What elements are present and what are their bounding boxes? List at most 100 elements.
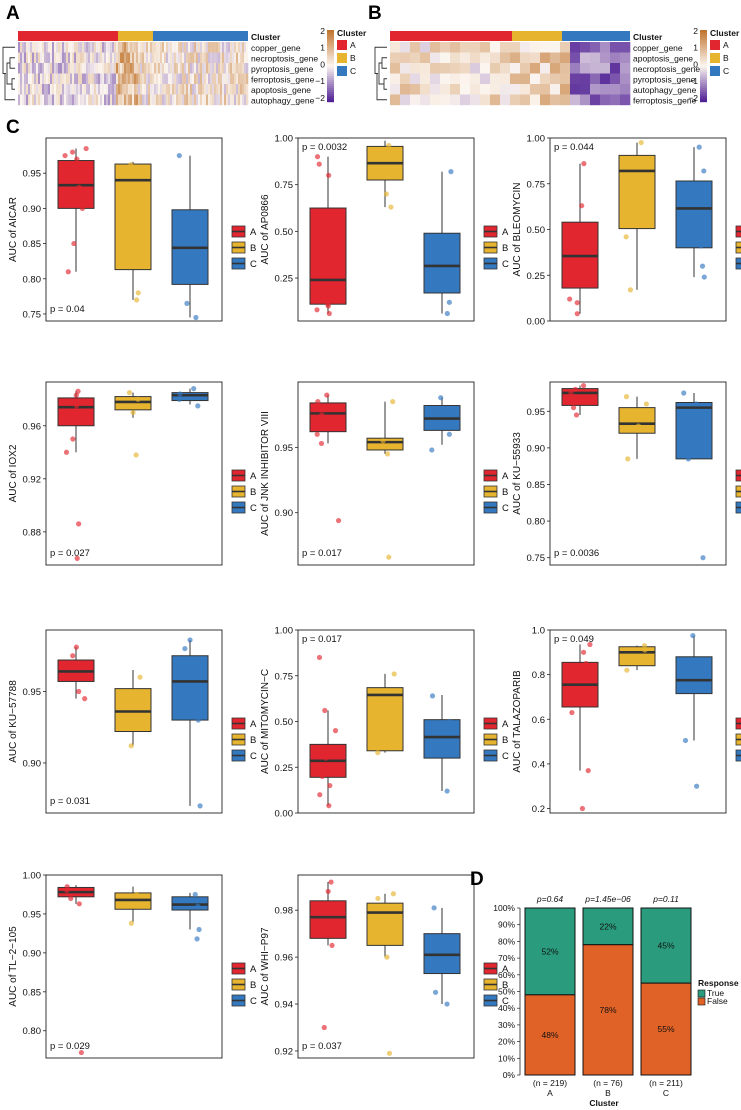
heatmap-cell (104, 94, 107, 106)
color-scale-step (700, 40, 707, 43)
data-point (448, 169, 454, 175)
heatmap-cell (86, 73, 89, 85)
heatmap-cell (190, 52, 193, 64)
heatmap-cell (70, 52, 73, 64)
heatmap-cell (246, 52, 249, 64)
heatmap-cell (520, 94, 531, 106)
heatmap-cell (194, 63, 197, 74)
color-scale-step (327, 40, 334, 43)
heatmap-cell (118, 63, 121, 74)
heatmap-cell (202, 94, 205, 106)
heatmap-cell (160, 94, 163, 106)
panel-label-b: B (368, 3, 382, 24)
heatmap-cell (88, 73, 91, 85)
data-point (70, 436, 76, 442)
heatmap-row-label: apoptosis_gene (251, 85, 311, 95)
heatmap-cell (570, 52, 581, 64)
data-point (700, 555, 706, 561)
heatmap-cell (132, 52, 135, 64)
heatmap-cell (170, 42, 173, 53)
box-a (309, 402, 347, 433)
heatmap-cell (620, 63, 631, 74)
heatmap-cell (74, 84, 77, 95)
data-point (325, 888, 331, 895)
boxplot-jnk-inhibitor-viii: 0.90 0.95 AUC of JNK INHIBITOR VIII p = 0.0… (260, 381, 509, 566)
y-tick-label: 0.95 (23, 687, 42, 698)
heatmap-cell (540, 42, 551, 53)
heatmap-cell (610, 94, 621, 106)
heatmap-cell (238, 52, 241, 64)
heatmap-cell (142, 73, 145, 85)
heatmap-cell (52, 73, 55, 85)
color-scale-step (700, 68, 707, 71)
heatmap-cell (234, 52, 237, 64)
p-value-label: p = 0.027 (50, 548, 90, 559)
heatmap-cell (450, 63, 461, 74)
heatmap-cell (90, 84, 93, 95)
heatmap-cell (116, 52, 119, 64)
heatmap-row-label: necroptosis_gene (633, 64, 700, 74)
y-tick-label: 1.00 (23, 871, 42, 882)
heatmap-cell (76, 42, 79, 53)
data-point (626, 654, 632, 660)
y-axis-label: AUC of TL−2−105 (8, 926, 19, 1007)
heatmap-cell (114, 84, 117, 95)
heatmap-cell (530, 84, 541, 95)
y-tick-label: 0.90 (23, 758, 42, 769)
heatmap-cell (92, 73, 95, 85)
heatmap-cell (192, 84, 195, 95)
legend-label: C (250, 996, 257, 1007)
heatmap-cell (460, 63, 471, 74)
legend-swatch-false (697, 997, 706, 1006)
heatmap-cell (136, 94, 139, 106)
color-scale-step (700, 66, 707, 69)
y-tick-label: 0.25 (275, 274, 294, 285)
color-scale-tick: 2 (693, 26, 698, 36)
cluster-bar-segment-b (118, 31, 153, 41)
data-point (581, 161, 587, 167)
heatmap-cell (162, 73, 165, 85)
heatmap-cell (490, 52, 501, 64)
heatmap-cell (200, 73, 203, 85)
heatmap-cell (88, 42, 91, 53)
heatmap-cell (44, 52, 47, 64)
cluster-legend-swatch-c (710, 66, 720, 76)
heatmap-cell (600, 73, 611, 85)
heatmap-cell (238, 84, 241, 95)
heatmap-cell (146, 63, 149, 74)
color-scale-step (700, 58, 707, 61)
heatmap-cell (134, 63, 137, 74)
data-point (624, 161, 630, 167)
heatmap-cell (88, 94, 91, 106)
heatmap-cell (206, 52, 209, 64)
heatmap-cell (34, 94, 37, 106)
color-scale-step (700, 76, 707, 79)
color-scale-step (327, 72, 334, 75)
heatmap-cell (88, 63, 91, 74)
y-tick-label: 100% (493, 903, 515, 913)
heatmap-cell (242, 94, 245, 106)
heatmap-cell (400, 84, 411, 95)
data-point (390, 154, 396, 160)
heatmap-cell (172, 42, 175, 53)
color-scale-step (327, 62, 334, 65)
heatmap-cell (240, 84, 243, 95)
heatmap-cell (230, 52, 233, 64)
heatmap-cell (86, 42, 89, 53)
color-scale-step (327, 74, 334, 77)
bar-label-false: 78% (599, 1005, 616, 1015)
data-point (82, 696, 88, 702)
heatmap-cell (106, 73, 109, 85)
heatmap-cell (42, 94, 45, 106)
heatmap-cell (222, 94, 225, 106)
heatmap-cell (520, 84, 531, 95)
heatmap-cell (244, 52, 247, 64)
data-point (587, 641, 593, 648)
heatmap-cell (610, 73, 621, 85)
heatmap-cell (162, 42, 165, 53)
heatmap-cell (172, 73, 175, 85)
heatmap-cell (18, 52, 21, 64)
data-point (191, 386, 197, 392)
heatmap-cell (204, 84, 207, 95)
heatmap-cell (550, 52, 561, 64)
